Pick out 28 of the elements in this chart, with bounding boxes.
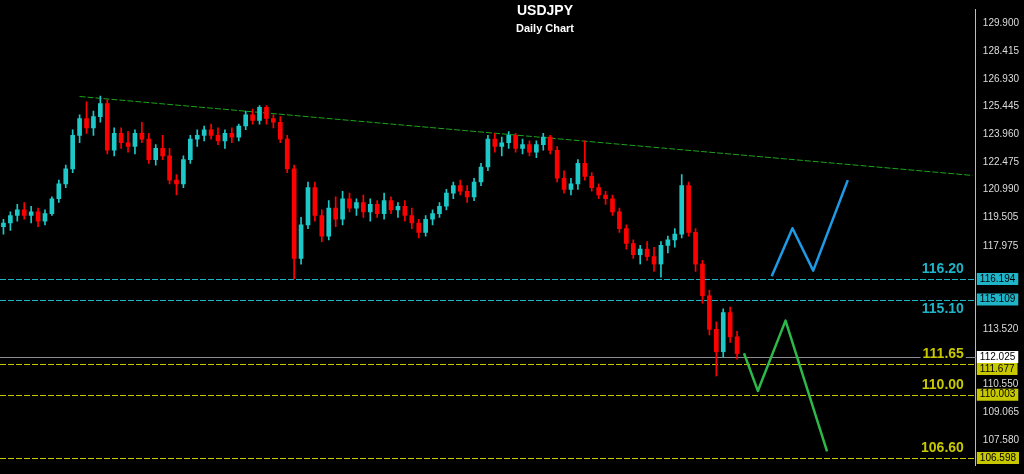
candlestick [125,131,131,153]
ref-line-label: 116.20 [921,259,965,276]
y-tick-label: 119.505 [982,211,1019,223]
y-tick-label: 110.550 [982,378,1019,390]
text: 111.677 [979,362,1015,374]
y-tick-label: 120.990 [982,183,1020,195]
ref-line-label: 115.10 [921,300,965,317]
candlestick [194,129,200,147]
y-tick-label: 113.520 [982,322,1019,334]
ref-line-label: 111.65 [922,344,965,361]
text: Daily Chart [514,22,576,34]
y-tick-label: 129.900 [982,17,1020,29]
text: 106.598 [979,451,1017,463]
text: 116.194 [979,272,1016,284]
text: 110.003 [979,388,1016,400]
text: 112.025 [979,350,1016,362]
y-tick-label: 109.065 [982,405,1020,417]
text: 115.109 [979,293,1016,305]
ref-line-label: 106.60 [921,438,965,455]
y-tick-label: 126.930 [982,72,1020,84]
y-tick-label: 128.415 [982,44,1020,56]
y-tick-label: 122.475 [982,155,1020,167]
chart-title: USDJPY [516,2,574,18]
y-tick-label: 123.960 [982,127,1020,139]
y-tick-label: 117.975 [982,239,1019,251]
y-tick-label: 125.445 [982,100,1020,112]
ref-line-label: 110.00 [921,375,965,392]
y-tick-label: 107.580 [982,433,1020,445]
